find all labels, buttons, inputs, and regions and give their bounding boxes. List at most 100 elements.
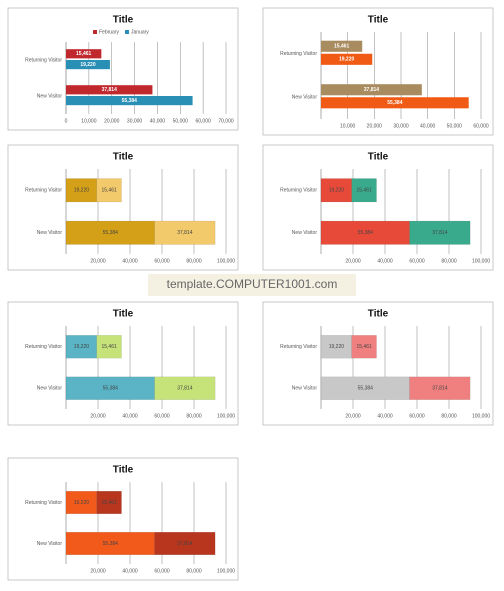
bar <box>66 60 110 70</box>
value-label: 37,814 <box>102 87 118 93</box>
value-label: 19,220 <box>329 188 345 194</box>
chart-title: Title <box>113 309 134 320</box>
value-label: 15,461 <box>76 51 92 57</box>
value-label: 55,384 <box>387 100 403 106</box>
bar-segment <box>154 220 216 245</box>
value-label: 37,814 <box>177 230 193 236</box>
value-label: 15,461 <box>101 344 117 350</box>
watermark-band <box>148 274 356 296</box>
x-tick-label: 100,000 <box>217 413 235 419</box>
x-tick-label: 60,000 <box>154 413 170 419</box>
x-tick-label: 80,000 <box>186 568 202 574</box>
value-label: 15,461 <box>101 188 117 194</box>
y-tick-label: New Visitor <box>37 386 63 392</box>
x-tick-label: 20,000 <box>90 568 106 574</box>
bar <box>321 53 373 65</box>
chart-title: Title <box>368 309 389 320</box>
value-label: 19,220 <box>329 344 345 350</box>
value-label: 55,384 <box>122 98 138 104</box>
y-tick-label: Returning Visitor <box>25 500 62 506</box>
x-tick-label: 100,000 <box>217 568 235 574</box>
y-tick-label: Returning Visitor <box>25 57 62 63</box>
chart-title: Title <box>113 152 134 163</box>
x-tick-label: 20,000 <box>367 123 383 129</box>
y-tick-label: Returning Visitor <box>25 344 62 350</box>
y-tick-label: New Visitor <box>292 386 318 392</box>
panel <box>7 7 239 131</box>
bar-segment <box>351 178 377 203</box>
x-tick-label: 40,000 <box>122 413 138 419</box>
x-tick-label: 20,000 <box>90 413 106 419</box>
panel <box>7 457 239 581</box>
x-tick-label: 100,000 <box>472 413 490 419</box>
bar-segment <box>351 335 377 359</box>
value-label: 15,461 <box>101 500 117 506</box>
x-tick-label: 60,000 <box>154 258 170 264</box>
bar <box>321 84 422 96</box>
bar <box>66 96 193 106</box>
value-label: 55,384 <box>358 230 374 236</box>
bar-segment <box>96 178 122 203</box>
x-tick-label: 100,000 <box>217 258 235 264</box>
bar <box>321 40 363 52</box>
x-tick-label: 40,000 <box>122 568 138 574</box>
x-tick-label: 60,000 <box>195 118 211 124</box>
bar-segment <box>154 531 216 556</box>
y-tick-label: New Visitor <box>37 230 63 236</box>
y-tick-label: Returning Visitor <box>25 188 62 194</box>
value-label: 55,384 <box>103 230 119 236</box>
x-tick-label: 60,000 <box>154 568 170 574</box>
y-tick-label: Returning Visitor <box>280 51 317 57</box>
x-tick-label: 0 <box>65 118 68 124</box>
panel <box>262 144 494 271</box>
watermark: template.COMPUTER1001.com <box>167 277 338 291</box>
x-tick-label: 70,000 <box>218 118 234 124</box>
x-tick-label: 10,000 <box>81 118 97 124</box>
x-tick-label: 60,000 <box>409 258 425 264</box>
value-label: 15,461 <box>356 188 372 194</box>
bar <box>321 97 469 109</box>
x-tick-label: 100,000 <box>472 258 490 264</box>
x-tick-label: 80,000 <box>441 258 457 264</box>
panel <box>7 301 239 426</box>
value-label: 55,384 <box>358 386 374 392</box>
x-tick-label: 20,000 <box>90 258 106 264</box>
y-tick-label: New Visitor <box>292 95 318 101</box>
x-tick-label: 80,000 <box>186 258 202 264</box>
chart-title: Title <box>113 15 134 26</box>
x-tick-label: 10,000 <box>340 123 356 129</box>
chart-title: Title <box>368 15 389 26</box>
panel <box>262 7 494 136</box>
x-tick-label: 50,000 <box>173 118 189 124</box>
y-tick-label: Returning Visitor <box>280 344 317 350</box>
panel <box>262 301 494 426</box>
legend-swatch <box>125 30 129 34</box>
value-label: 37,814 <box>364 87 380 93</box>
x-tick-label: 40,000 <box>122 258 138 264</box>
bar <box>66 49 102 59</box>
y-tick-label: New Visitor <box>37 541 63 547</box>
value-label: 55,384 <box>103 386 119 392</box>
y-tick-label: New Visitor <box>292 230 318 236</box>
value-label: 15,461 <box>356 344 372 350</box>
x-tick-label: 60,000 <box>473 123 489 129</box>
value-label: 19,220 <box>74 500 90 506</box>
bar-segment <box>96 490 122 515</box>
bar <box>66 85 153 95</box>
x-tick-label: 40,000 <box>420 123 436 129</box>
value-label: 19,220 <box>339 57 355 63</box>
value-label: 19,220 <box>74 344 90 350</box>
chart-title: Title <box>113 465 134 476</box>
x-tick-label: 20,000 <box>345 413 361 419</box>
x-tick-label: 30,000 <box>393 123 409 129</box>
value-label: 19,220 <box>74 188 90 194</box>
x-tick-label: 60,000 <box>409 413 425 419</box>
x-tick-label: 80,000 <box>186 413 202 419</box>
bar-segment <box>409 376 471 400</box>
value-label: 19,220 <box>80 62 96 68</box>
chart-title: Title <box>368 152 389 163</box>
value-label: 15,461 <box>334 44 350 50</box>
y-tick-label: New Visitor <box>37 93 63 99</box>
